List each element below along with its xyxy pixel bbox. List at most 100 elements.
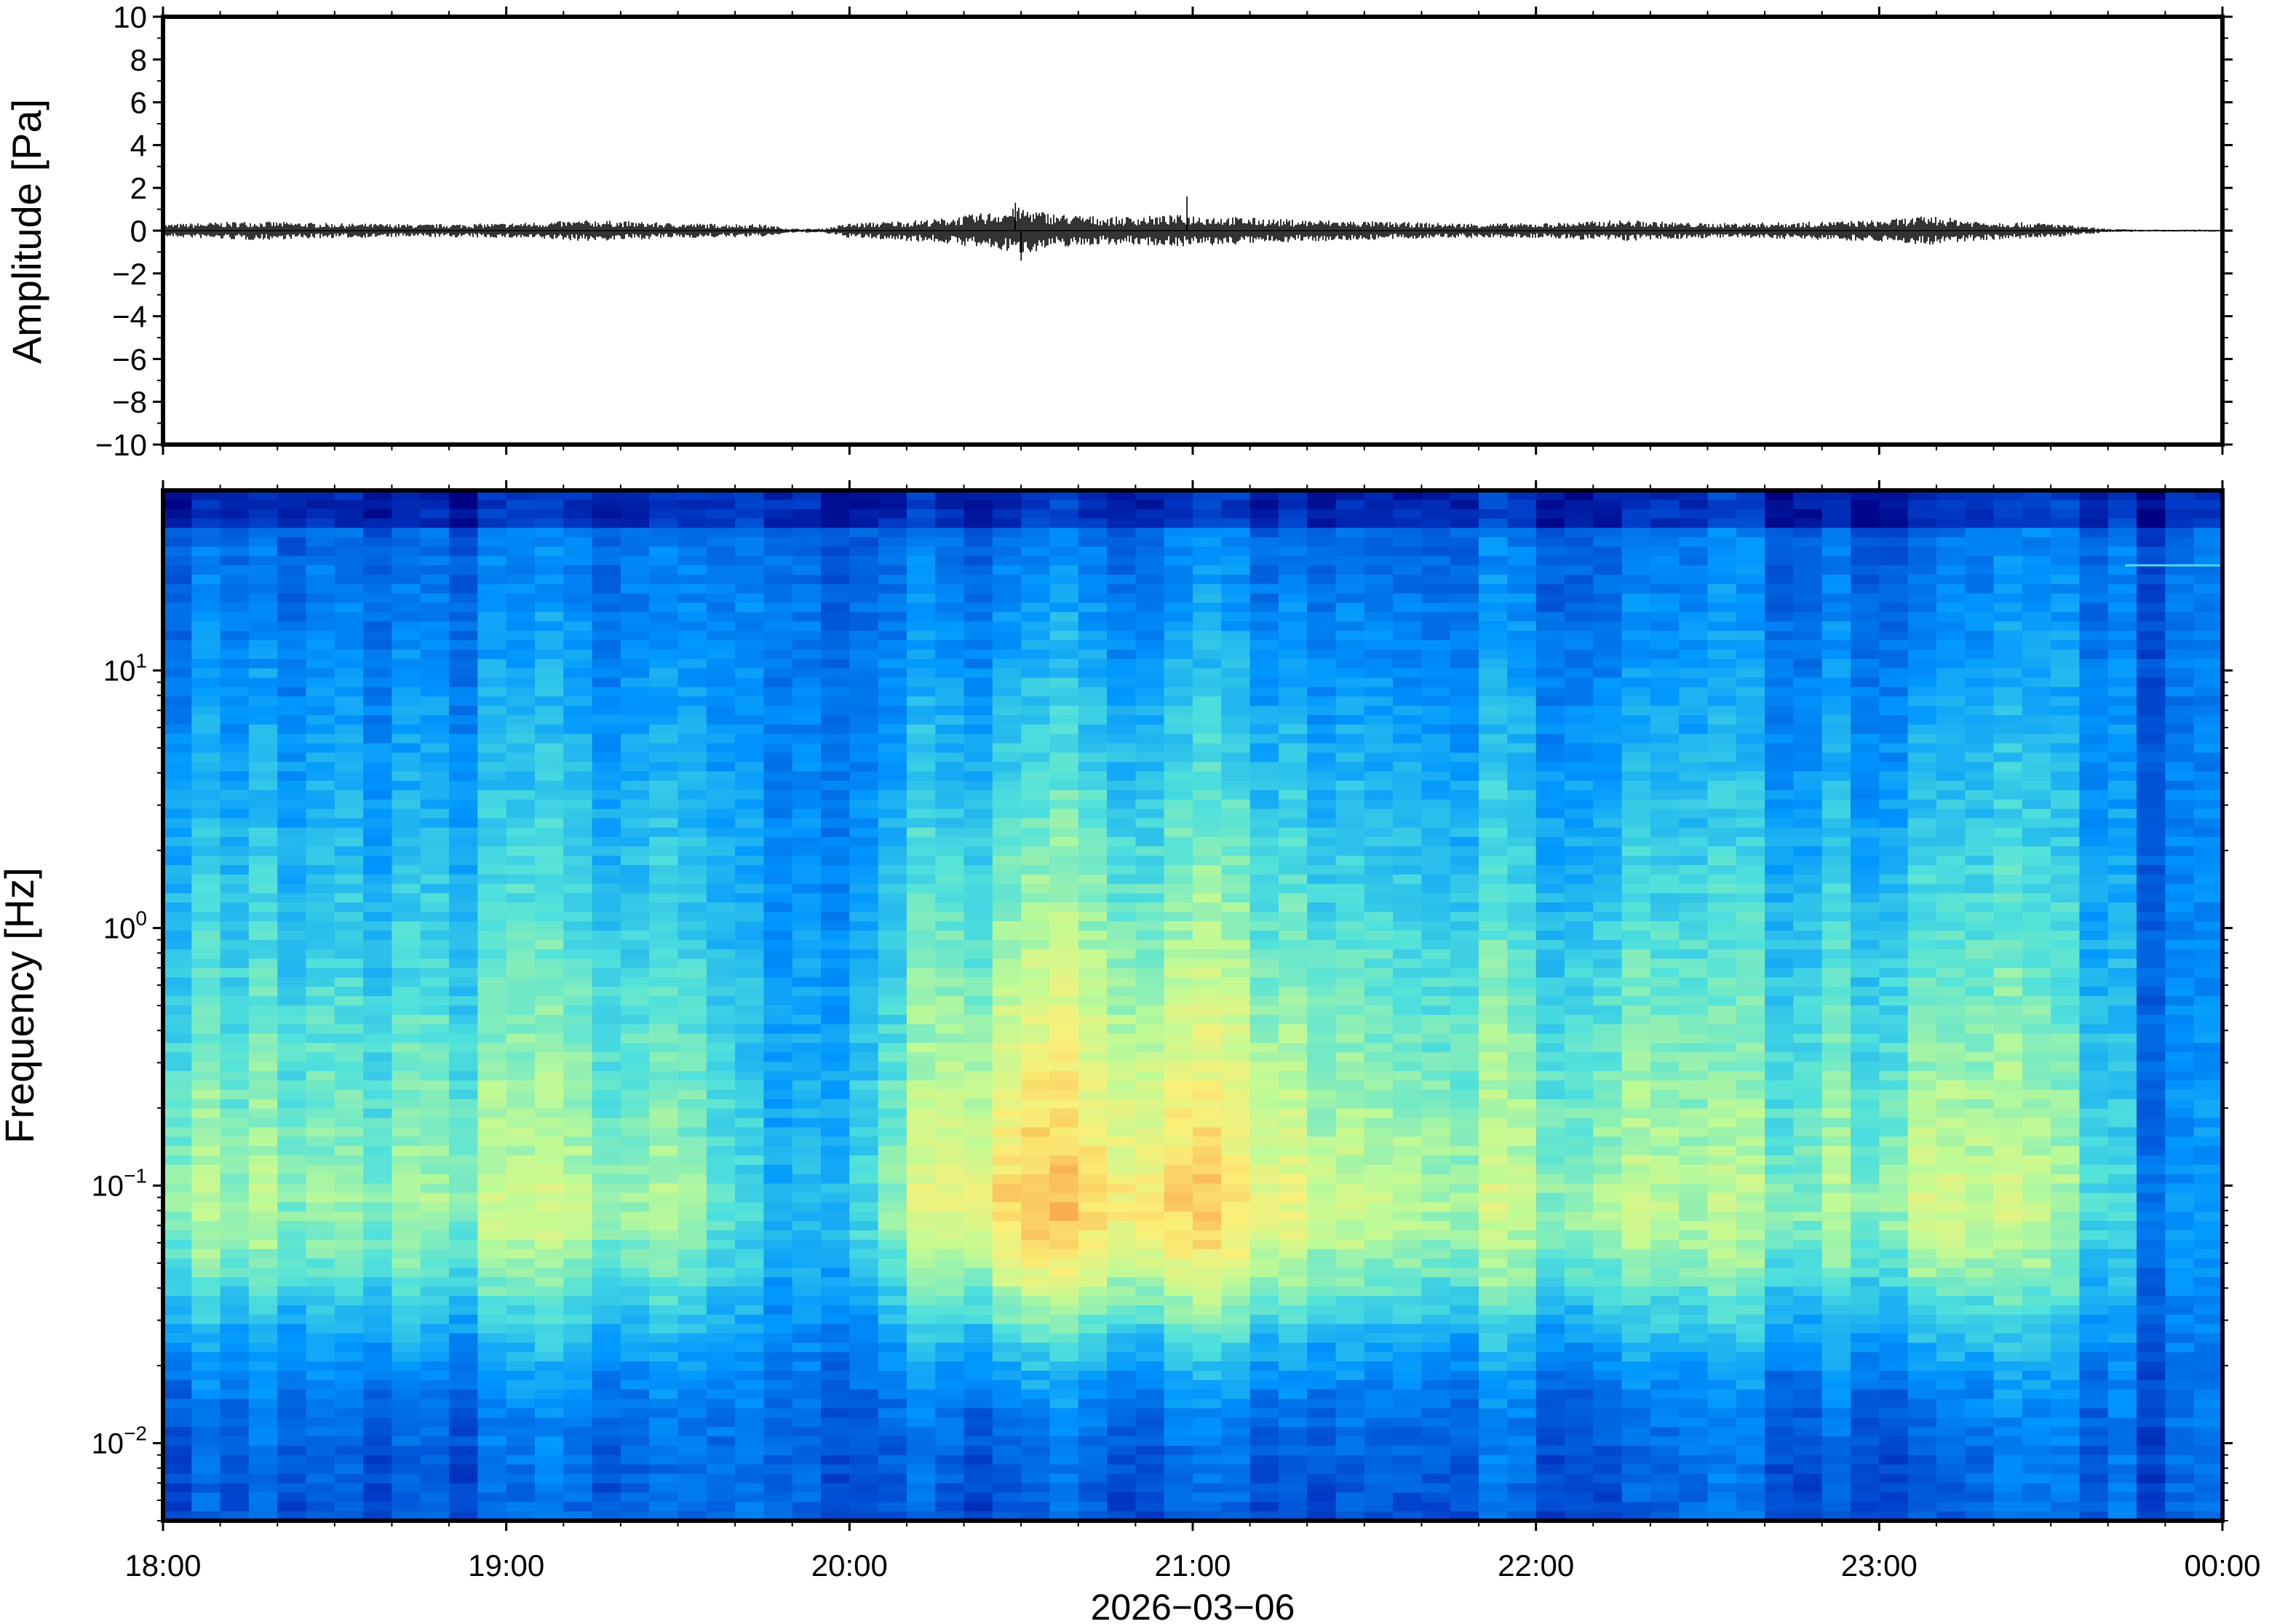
spectrogram-cell [1421, 602, 1451, 613]
spectrogram-cell [1335, 958, 1365, 969]
spectrogram-cell [763, 1398, 793, 1409]
spectrogram-cell [878, 1127, 907, 1137]
spectrogram-cell [906, 949, 936, 960]
spectrogram-cell [1335, 1296, 1365, 1306]
spectrogram-cell [277, 874, 307, 885]
spectrogram-cell [1278, 1352, 1308, 1362]
spectrogram-cell [735, 1071, 765, 1081]
spectrogram-cell [534, 912, 564, 922]
spectrogram-cell [563, 668, 593, 679]
spectrogram-cell [1049, 958, 1079, 969]
spectrogram-cell [334, 1380, 364, 1390]
spectrogram-cell [363, 1202, 393, 1212]
spectrogram-cell [363, 968, 393, 978]
spectrogram-cell [878, 968, 907, 978]
spectrogram-cell [534, 1006, 564, 1016]
spectrogram-cell [1307, 1464, 1337, 1475]
spectrogram-cell [849, 1155, 879, 1166]
spectrogram-cell [1164, 1361, 1193, 1372]
spectrogram-cell [534, 743, 564, 754]
spectrogram-cell [1049, 846, 1079, 856]
spectrogram-cell [534, 818, 564, 829]
spectrogram-cell [1021, 1511, 1051, 1521]
spectrogram-cell [1078, 1193, 1108, 1203]
spectrogram-cell [1021, 621, 1051, 632]
spectrogram-cell [1307, 1333, 1337, 1344]
spectrogram-cell [763, 528, 793, 538]
spectrogram-cell [1393, 902, 1423, 912]
spectrogram-cell [392, 1314, 421, 1325]
spectrogram-cell [1078, 1024, 1108, 1035]
spectrogram-cell [420, 1473, 450, 1484]
spectrogram-cell [1249, 1024, 1279, 1035]
spectrogram-cell [248, 677, 278, 688]
spectrogram-cell [1307, 808, 1337, 819]
spectrogram-cell [420, 958, 450, 969]
spectrogram-cell [878, 1454, 907, 1465]
spectrogram-cell [735, 987, 765, 997]
spectrogram-cell [163, 1473, 192, 1484]
spectrogram-cell [563, 1202, 593, 1212]
spectrogram-cell [620, 556, 650, 566]
spectrogram-cell [821, 715, 850, 725]
spectrogram-cell [563, 958, 593, 969]
spectrogram-cell [248, 902, 278, 912]
spectrogram-cell [220, 1436, 250, 1446]
spectrogram-cell [363, 1398, 393, 1409]
spectrogram-cell [992, 1230, 1022, 1241]
spectrogram-cell [163, 1033, 192, 1044]
spectrogram-cell [706, 612, 736, 622]
spectrogram-cell [477, 856, 507, 866]
spectrogram-cell [534, 518, 564, 529]
spectrogram-cell [992, 1024, 1022, 1035]
spectrogram-cell [363, 593, 393, 604]
spectrogram-cell [392, 1483, 421, 1493]
spectrogram-cell [477, 706, 507, 716]
spectrogram-cell [677, 1052, 707, 1062]
spectrogram-cell [1107, 1464, 1136, 1475]
spectrogram-cell [363, 724, 393, 735]
spectrogram-cell [449, 687, 478, 697]
spectrogram-cell [1164, 1052, 1193, 1062]
spectrogram-cell [963, 1099, 993, 1110]
spectrogram-cell [735, 1305, 765, 1315]
spectrogram-cell [363, 537, 393, 547]
spectrogram-cell [706, 621, 736, 632]
spectrogram-cell [1307, 781, 1337, 791]
spectrogram-cell [792, 1473, 822, 1484]
spectrogram-cell [849, 846, 879, 856]
spectrogram-cell [821, 649, 850, 660]
spectrogram-cell [878, 846, 907, 856]
spectrogram-cell [1078, 696, 1108, 706]
spectrogram-cell [821, 631, 850, 641]
spectrogram-cell [906, 1502, 936, 1512]
spectrogram-cell [1164, 912, 1193, 922]
spectrogram-cell [706, 1202, 736, 1212]
spectrogram-cell [935, 658, 965, 669]
spectrogram-cell [191, 1492, 221, 1502]
spectrogram-cell [735, 846, 765, 856]
spectrogram-cell [792, 1099, 822, 1110]
spectrogram-cell [1164, 1006, 1193, 1016]
spectrogram-cell [248, 1436, 278, 1446]
spectrogram-cell [1393, 1249, 1423, 1259]
spectrogram-cell [1049, 912, 1079, 922]
spectrogram-cell [363, 1371, 393, 1381]
spectrogram-cell [306, 912, 335, 922]
spectrogram-cell [1049, 1014, 1079, 1025]
spectrogram-cell [1393, 1221, 1423, 1231]
spectrogram-cell [277, 912, 307, 922]
spectrogram-cell [1364, 818, 1394, 829]
spectrogram-cell [363, 902, 393, 912]
spectrogram-cell [963, 631, 993, 641]
spectrogram-cell [1421, 574, 1451, 585]
spectrogram-cell [306, 1183, 335, 1194]
spectrogram-cell [392, 537, 421, 547]
spectrogram-cell [1364, 1127, 1394, 1137]
spectrogram-cell [677, 771, 707, 781]
spectrogram-cell [1135, 827, 1165, 837]
spectrogram-cell [1364, 931, 1394, 941]
spectrogram-cell [849, 1033, 879, 1044]
spectrogram-cell [849, 1071, 879, 1081]
spectrogram-cell [334, 1230, 364, 1241]
